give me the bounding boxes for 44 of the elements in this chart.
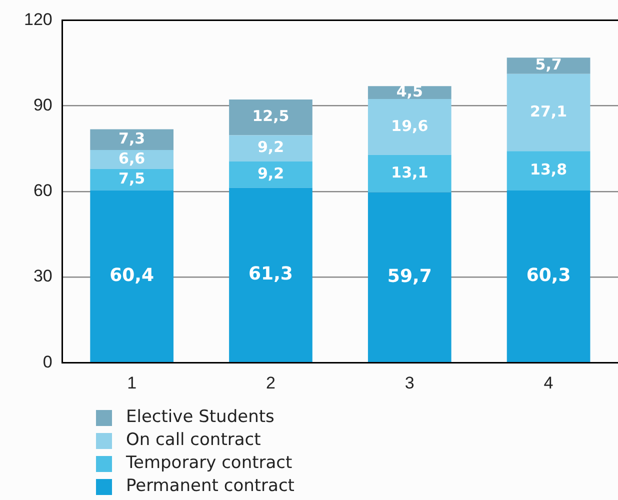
data-label: 61,3 [248, 264, 293, 285]
x-tick-label: 3 [404, 373, 414, 392]
legend-label: Elective Students [126, 406, 274, 429]
data-label: 7,3 [118, 130, 146, 148]
legend-label: On call contract [126, 429, 261, 452]
data-label: 60,3 [526, 264, 571, 286]
legend-label: Temporary contract [126, 452, 292, 475]
data-label: 59,7 [387, 266, 432, 287]
bar [368, 98, 452, 155]
bar [229, 100, 312, 136]
data-label: 27,1 [530, 102, 568, 120]
y-tick-label: 120 [24, 10, 52, 29]
data-label: 6,6 [118, 149, 146, 168]
bar [506, 151, 590, 191]
data-label: 5,7 [535, 56, 562, 74]
data-label: 9,2 [257, 164, 284, 182]
data-label: 9,2 [257, 138, 284, 156]
data-label: 4,5 [396, 82, 423, 100]
y-tick-label: 60 [33, 181, 52, 200]
bar [368, 154, 452, 192]
bar [368, 192, 452, 362]
data-label: 12,5 [252, 107, 290, 126]
x-tick-label: 2 [266, 373, 276, 392]
y-tick-label: 90 [33, 95, 52, 114]
y-tick-label: 0 [42, 352, 52, 372]
x-tick-label: 1 [127, 373, 137, 392]
bar [90, 168, 174, 190]
bar [90, 190, 174, 362]
data-label: 60,4 [110, 264, 154, 286]
y-tick-label: 30 [33, 266, 52, 286]
bar [506, 74, 590, 152]
bar [90, 129, 174, 150]
bar [506, 190, 590, 362]
data-label: 13,1 [391, 163, 428, 182]
bar [90, 150, 174, 169]
bar [229, 135, 312, 162]
bar [229, 188, 312, 362]
x-tick-label: 4 [544, 373, 554, 392]
data-label: 7,5 [118, 169, 146, 188]
bar [506, 58, 590, 74]
data-label: 19,6 [391, 116, 428, 135]
bar [229, 161, 312, 188]
data-label: 13,8 [530, 160, 568, 179]
legend-label: Permanent contract [126, 475, 294, 498]
